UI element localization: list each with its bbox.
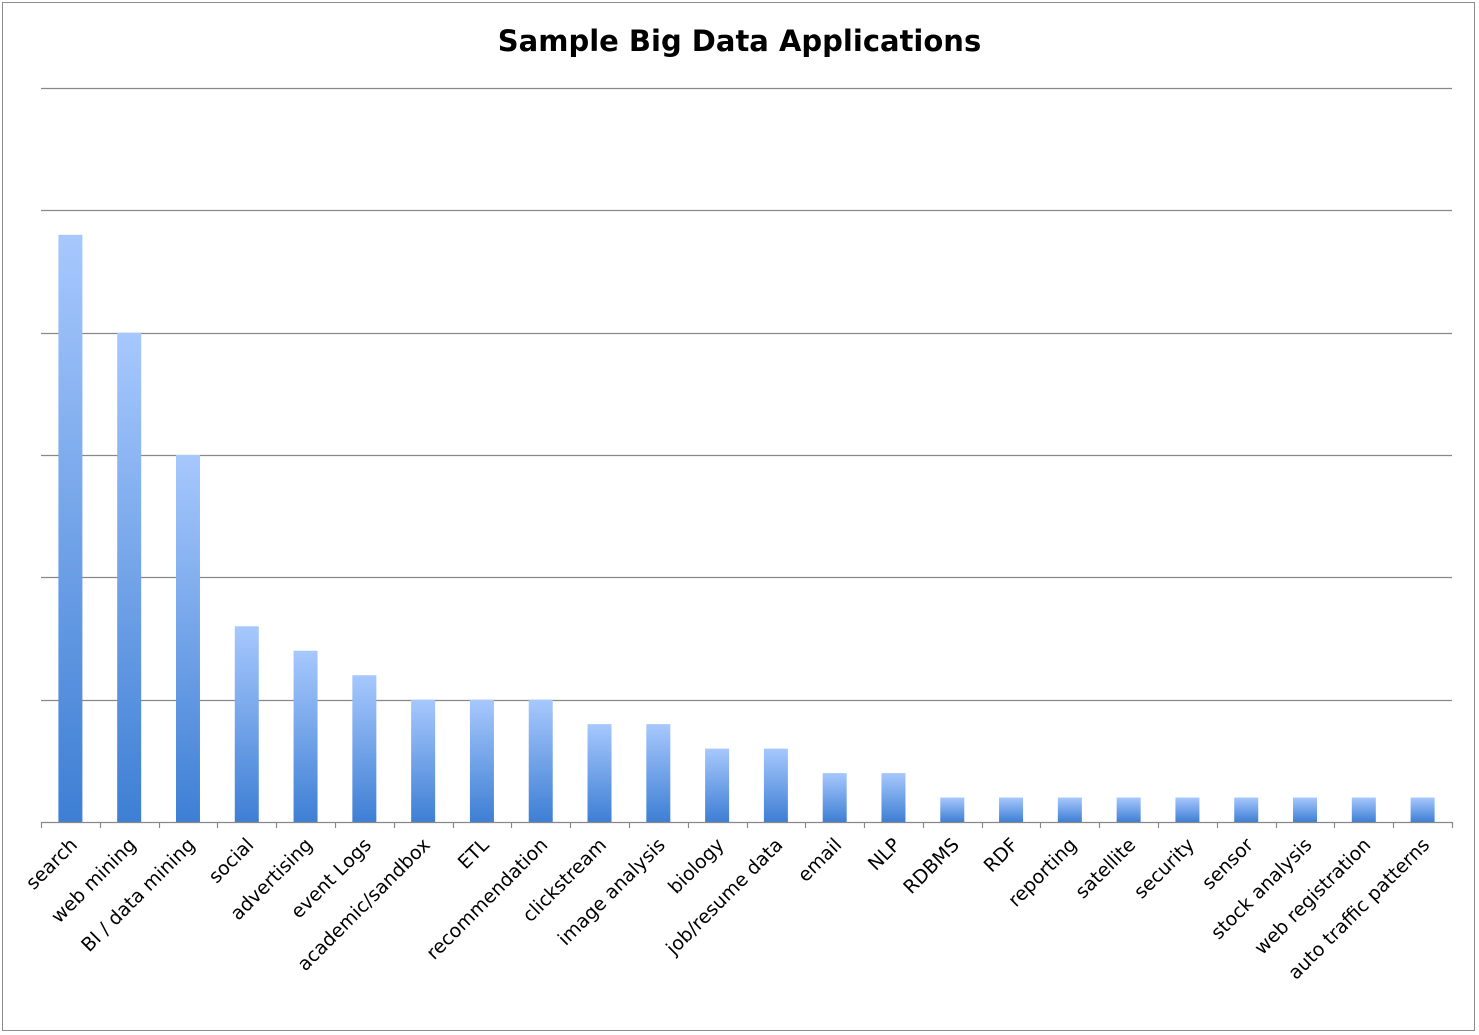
bar-email (822, 773, 847, 822)
bar-clickstream (587, 724, 612, 822)
bar-web-registration (1351, 797, 1376, 822)
bar-biology (705, 748, 730, 822)
x-tick-label: security (1130, 834, 1199, 903)
x-tick-label: RDF (980, 834, 1023, 877)
bar-rdbms (940, 797, 965, 822)
bar-image-analysis (646, 724, 671, 822)
bar-advertising (293, 650, 318, 822)
bar-nlp (881, 773, 906, 822)
chart-title: Sample Big Data Applications (497, 24, 982, 58)
bar-search (58, 234, 83, 823)
bar-academic-sandbox (411, 699, 436, 822)
bar-sensor (1234, 797, 1259, 822)
x-axis (40, 821, 1454, 828)
bar-social (234, 626, 259, 822)
x-tick-label: satellite (1071, 834, 1140, 903)
x-tick-label: RDBMS (899, 834, 964, 899)
x-tick-label: social (204, 834, 258, 888)
x-tick-label: ETL (454, 834, 494, 874)
bar-recommendation (528, 699, 553, 822)
x-tick-label: BI / data mining (77, 834, 199, 956)
bar-job-resume-data (763, 748, 788, 822)
bar-reporting (1057, 797, 1082, 822)
gridlines (41, 87, 1452, 702)
bars (58, 234, 1435, 823)
x-tick-label: image analysis (554, 834, 670, 950)
bar-etl (469, 699, 494, 822)
x-tick-label: stock analysis (1207, 834, 1317, 944)
bar-web-mining (117, 332, 142, 822)
bar-stock-analysis (1293, 797, 1318, 822)
bar-security (1175, 797, 1200, 822)
bar-auto-traffic-patterns (1410, 797, 1435, 822)
x-tick-label: NLP (864, 834, 905, 875)
bar-bi-data-mining (175, 455, 200, 822)
bar-satellite (1116, 797, 1141, 822)
bar-rdf (999, 797, 1024, 822)
bar-event-logs (352, 675, 377, 822)
x-tick-label: email (794, 834, 847, 887)
